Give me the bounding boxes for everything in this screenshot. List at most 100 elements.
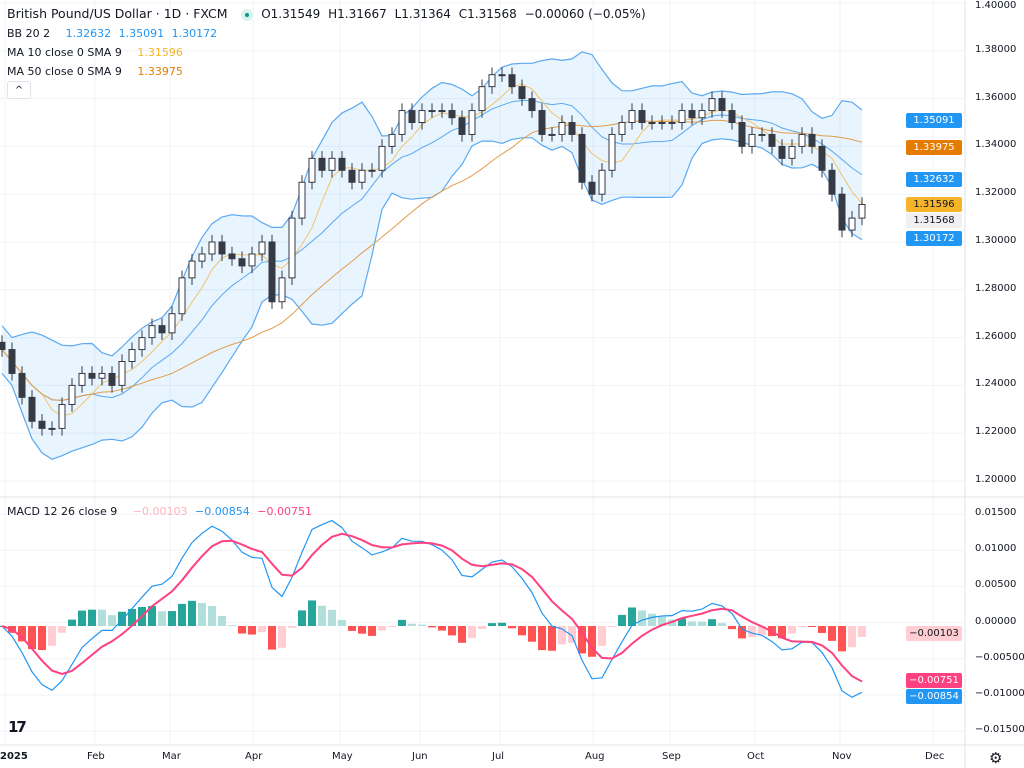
macd-histogram-bar (288, 626, 296, 628)
bb-legend[interactable]: BB 20 2 1.32632 1.35091 1.30172 (7, 27, 221, 40)
symbol-title[interactable]: British Pound/US Dollar · 1D · FXCM (7, 6, 228, 21)
candle-down (578, 133, 586, 183)
macd-histogram-bar (348, 626, 356, 631)
candle-down (18, 372, 26, 398)
ohlc-low: L1.31364 (394, 7, 451, 21)
candle-up (128, 349, 136, 362)
macd-histogram-bar (558, 626, 566, 645)
candle-up (368, 169, 376, 172)
macd-histogram-bar (88, 609, 96, 626)
time-tick-label: Sep (662, 751, 681, 762)
collapse-legend-button[interactable]: ^ (7, 81, 31, 99)
macd-label: MACD 12 26 close 9 (7, 505, 118, 518)
price-tick-label: 1.34000 (975, 139, 1017, 151)
candle-down (778, 145, 786, 159)
candle-up (468, 110, 476, 135)
candle-down (348, 169, 356, 183)
macd-histogram-bar (248, 626, 256, 635)
macd-histogram-bar (508, 626, 516, 629)
candle-down (838, 193, 846, 231)
macd-histogram-bar (828, 626, 836, 641)
macd-histogram-bar (118, 611, 126, 626)
time-tick-label: Nov (832, 751, 852, 762)
tradingview-logo[interactable]: 17 (8, 718, 27, 736)
candle-down (638, 110, 646, 124)
bb-upper-value: 1.35091 (118, 27, 165, 40)
time-tick-label: Dec (925, 751, 945, 762)
candle-up (858, 203, 866, 219)
candle-up (558, 122, 566, 135)
time-tick-label: Mar (162, 751, 181, 762)
price-tag: 1.33975 (906, 139, 962, 155)
macd-histogram-bar (388, 626, 396, 627)
macd-tick-label: 0.01500 (975, 507, 1017, 518)
time-tick-label: Oct (747, 751, 765, 762)
candle-down (228, 253, 236, 260)
macd-histogram-bar (428, 626, 436, 628)
time-tick-label: Feb (87, 751, 105, 762)
candle-up (698, 110, 706, 119)
macd-histogram-bar (518, 626, 526, 636)
macd-histogram-bar (338, 619, 346, 626)
macd-histogram-bar (38, 626, 46, 651)
candle-down (728, 110, 736, 124)
macd-histogram-bar (488, 623, 496, 626)
price-tick-label: 1.36000 (975, 91, 1017, 103)
macd-histogram-bar (688, 621, 696, 626)
candle-up (328, 157, 336, 171)
candle-down (318, 157, 326, 171)
macd-histogram-bar (468, 626, 476, 639)
macd-histogram-bar (798, 626, 806, 627)
macd-histogram-bar (318, 605, 326, 626)
ohlc-close: C1.31568 (458, 7, 517, 21)
candle-up (378, 145, 386, 171)
ohlc-change: −0.00060 (−0.05%) (524, 7, 646, 21)
candle-down (828, 169, 836, 195)
candle-down (538, 110, 546, 135)
candle-down (808, 133, 816, 147)
candle-up (708, 98, 716, 112)
macd-histogram-bar (728, 626, 736, 630)
macd-histogram-bar (478, 626, 486, 630)
macd-histogram-bar (838, 626, 846, 652)
bollinger-upper-line (1, 51, 863, 357)
candle-down (218, 241, 226, 255)
gear-icon[interactable]: ⚙ (989, 749, 1003, 767)
macd-histogram-bar (378, 626, 386, 631)
price-tick-label: 1.32000 (975, 187, 1017, 199)
macd-histogram-bar (208, 605, 216, 626)
macd-signal-value: −0.00751 (257, 505, 312, 518)
macd-histogram-bar (738, 626, 746, 639)
candle-up (848, 217, 856, 231)
macd-histogram-bar (418, 624, 426, 626)
candle-down (28, 396, 36, 422)
ma50-legend[interactable]: MA 50 close 0 SMA 9 1.33975 (7, 65, 187, 78)
candle-down (0, 341, 6, 351)
macd-legend[interactable]: MACD 12 26 close 9 −0.00103 −0.00854 −0.… (7, 505, 316, 518)
macd-histogram-bar (198, 603, 206, 626)
macd-histogram-bar (268, 626, 276, 650)
candle-up (298, 181, 306, 219)
macd-line-value: −0.00854 (195, 505, 250, 518)
candle-up (608, 133, 616, 171)
bollinger-band-fill (2, 51, 862, 460)
macd-histogram-bar (328, 609, 336, 626)
macd-histogram-bar (278, 626, 286, 648)
candle-down (688, 110, 696, 119)
macd-histogram-bar (18, 626, 26, 642)
candle-up (798, 133, 806, 147)
candle-up (438, 110, 446, 113)
macd-histogram-bar (28, 626, 36, 650)
macd-histogram-bar (748, 626, 756, 638)
macd-histogram-bar (698, 621, 706, 626)
candle-up (178, 277, 186, 315)
macd-histogram-bar (808, 626, 816, 627)
macd-histogram-bar (788, 626, 796, 634)
ma10-legend[interactable]: MA 10 close 0 SMA 9 1.31596 (7, 46, 187, 59)
candle-up (58, 404, 66, 429)
macd-histogram-bar (298, 610, 306, 626)
macd-histogram-bar (458, 626, 466, 643)
candle-up (648, 122, 656, 124)
macd-signal-line (1, 532, 863, 683)
